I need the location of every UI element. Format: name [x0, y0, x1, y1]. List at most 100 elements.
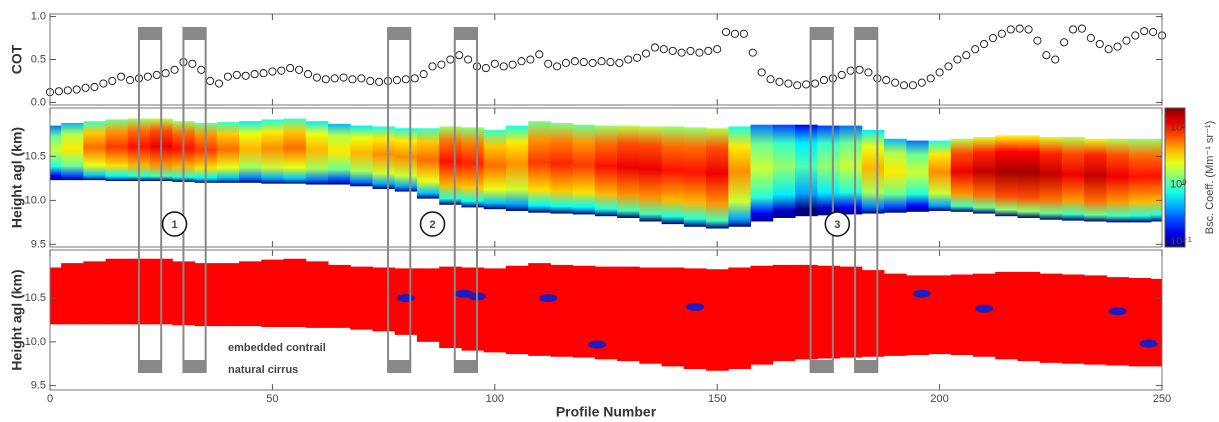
x-tick-label: 0 — [47, 393, 53, 405]
backscatter-column — [1129, 139, 1152, 223]
y-tick-label: 0.0 — [31, 96, 46, 108]
cot-point — [669, 47, 676, 54]
cirrus-column — [1062, 275, 1085, 364]
cot-point — [269, 68, 276, 75]
y-tick-label: 10.5 — [25, 150, 46, 162]
cot-point — [642, 50, 649, 57]
backscatter-column — [217, 122, 240, 183]
case-label: 1 — [171, 219, 177, 231]
plot-frame — [50, 14, 1162, 105]
cot-point — [820, 77, 827, 84]
cot-point — [207, 77, 214, 84]
cirrus-column — [728, 268, 751, 370]
backscatter-column — [728, 126, 751, 226]
contrail-patch — [397, 294, 415, 302]
cot-point — [1150, 28, 1157, 35]
cot-point — [838, 71, 845, 78]
cirrus-column — [83, 261, 106, 324]
cot-point — [803, 81, 810, 88]
cot-point — [714, 46, 721, 53]
cirrus-column — [1129, 278, 1152, 366]
backscatter-column — [306, 121, 329, 184]
cot-point — [767, 76, 774, 83]
cirrus-column — [951, 275, 974, 356]
cot-point — [1114, 43, 1121, 50]
cirrus-column — [439, 267, 462, 348]
cot-point — [553, 63, 560, 70]
x-tick-label: 200 — [930, 393, 948, 405]
y-tick-label: 9.5 — [31, 238, 46, 250]
cot-point — [785, 80, 792, 87]
cot-point — [705, 47, 712, 54]
cot-point — [153, 71, 160, 78]
backscatter-column — [439, 126, 462, 204]
backscatter-column — [1151, 139, 1163, 222]
cot-point — [545, 60, 552, 67]
cot-point — [287, 64, 294, 71]
cirrus-column — [61, 263, 84, 324]
backscatter-column — [595, 126, 618, 217]
cirrus-column — [817, 266, 840, 359]
cirrus-column — [973, 274, 996, 357]
cot-point — [892, 79, 899, 86]
cot-point — [963, 52, 970, 59]
colorbar-tick-label: 10⁻¹ — [1170, 235, 1192, 247]
cot-point — [224, 73, 231, 80]
cirrus-column — [484, 268, 507, 352]
cirrus-column — [1084, 275, 1107, 364]
cot-point — [945, 63, 952, 70]
cirrus-column — [1106, 277, 1129, 365]
box-cap — [811, 28, 833, 40]
cot-point — [55, 88, 62, 95]
cot-point — [972, 46, 979, 53]
cot-point — [393, 77, 400, 84]
backscatter-column — [617, 126, 640, 218]
backscatter-column — [1062, 137, 1085, 221]
cot-point — [1132, 32, 1139, 39]
cirrus-column — [662, 268, 685, 367]
backscatter-column — [61, 123, 84, 180]
cot-point — [1096, 40, 1103, 47]
cirrus-column — [751, 266, 774, 365]
cot-point — [731, 30, 738, 37]
cot-point — [233, 71, 240, 78]
cot-point — [749, 49, 756, 56]
cot-point — [927, 75, 934, 82]
backscatter-column — [83, 121, 106, 180]
cot-point — [598, 58, 605, 65]
cot-point — [936, 69, 943, 76]
backscatter-column — [995, 135, 1018, 216]
cot-point — [678, 49, 685, 56]
backscatter-column — [50, 126, 62, 181]
cot-point — [900, 82, 907, 89]
cot-point — [1069, 26, 1076, 33]
x-axis-label: Profile Number — [556, 404, 657, 420]
cot-point — [126, 77, 133, 84]
cirrus-column — [50, 268, 62, 325]
cot-point — [482, 64, 489, 71]
cirrus-column — [928, 275, 951, 354]
cirrus-column — [795, 265, 818, 360]
cirrus-column — [306, 261, 329, 328]
colorbar-tick-label: 10⁰ — [1170, 178, 1187, 190]
cot-point — [438, 61, 445, 68]
box-cap — [139, 28, 161, 40]
cot-point — [242, 72, 249, 79]
y-tick-label: 1.0 — [31, 10, 46, 22]
cot-point — [794, 82, 801, 89]
backscatter-column — [928, 141, 951, 211]
cirrus-column — [239, 261, 262, 326]
cot-point — [562, 59, 569, 66]
box-cap — [388, 28, 410, 40]
cot-point — [367, 77, 374, 84]
backscatter-column — [817, 126, 840, 216]
cot-point — [1078, 25, 1085, 32]
box-cap — [455, 360, 477, 372]
cot-point — [313, 74, 320, 81]
contrail-patch — [539, 294, 557, 302]
cot-point — [295, 66, 302, 73]
box-cap — [183, 360, 205, 372]
cirrus-column — [1017, 272, 1040, 361]
contrail-patch — [686, 303, 704, 311]
y-tick-label: 10.5 — [25, 292, 46, 304]
